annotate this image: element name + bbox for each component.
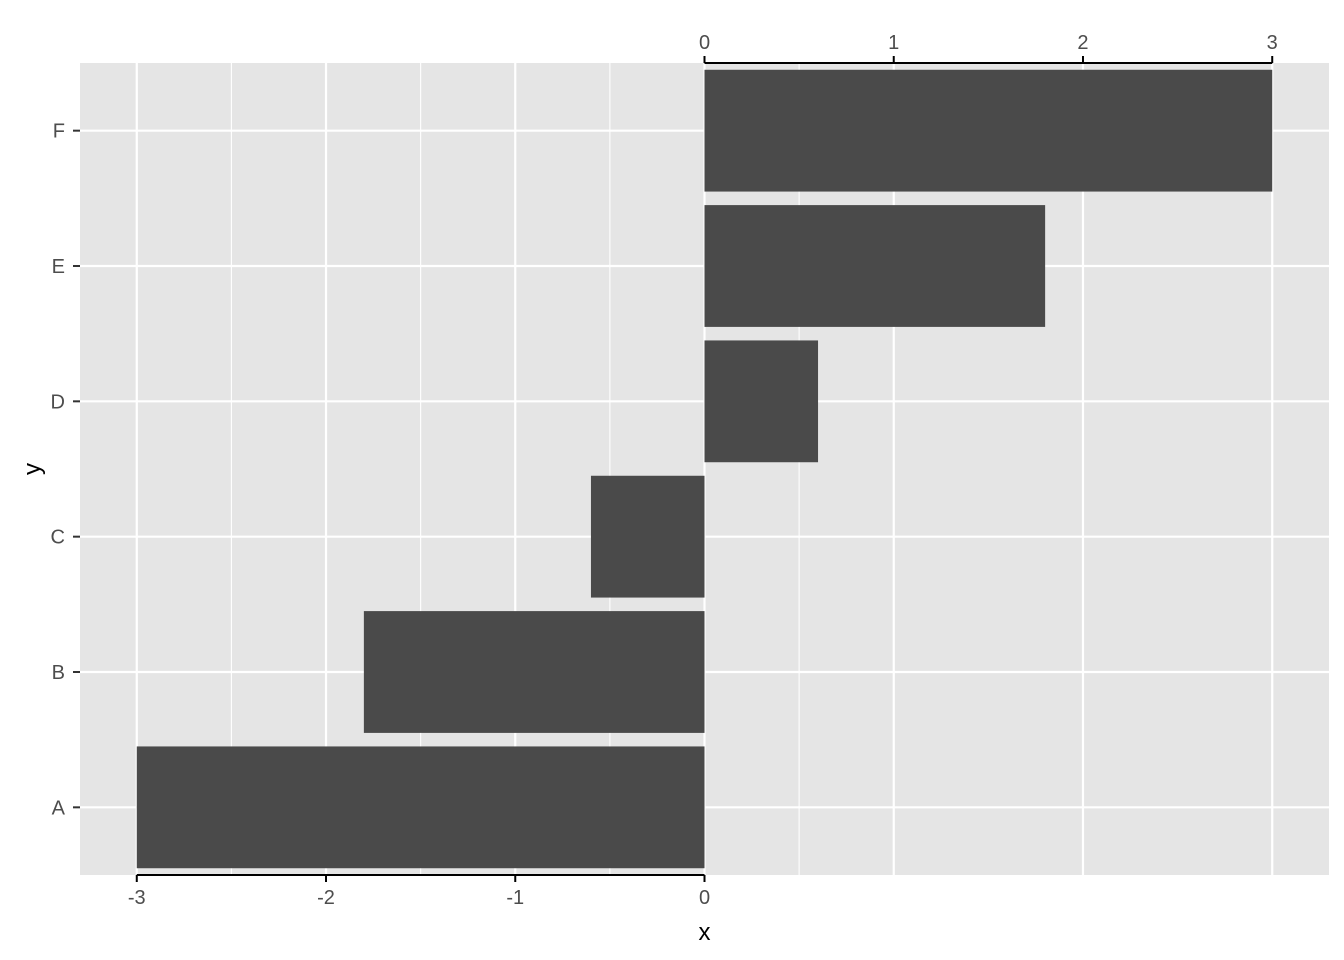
y-tick-label: C	[51, 527, 65, 549]
x-tick-label-bottom: -2	[317, 887, 335, 909]
x-axis-bottom: -3 -2 -1 0	[128, 874, 710, 909]
y-tick-label: A	[52, 797, 66, 819]
x-axis-title: x	[699, 919, 711, 946]
bar-B	[363, 611, 705, 733]
y-tick-label: E	[52, 256, 65, 278]
bar-E	[704, 205, 1046, 327]
x-tick-label-bottom: -1	[506, 887, 524, 909]
bars	[136, 69, 1273, 869]
y-axis: A B C D E F	[51, 121, 80, 819]
bar-D	[704, 340, 819, 463]
y-axis-title: y	[19, 463, 46, 475]
x-tick-label-bottom: 0	[699, 887, 710, 909]
bar-C	[590, 475, 705, 598]
y-tick-label: F	[53, 121, 65, 143]
bar-A	[136, 746, 705, 869]
grid-minor	[230, 63, 800, 875]
x-tick-label-bottom: -3	[128, 887, 146, 909]
y-tick-label: D	[51, 391, 65, 413]
x-tick-label-top: 0	[699, 32, 710, 54]
bar-F	[704, 69, 1273, 192]
x-axis-top: 0 1 2 3	[699, 32, 1278, 64]
x-tick-label-top: 2	[1077, 32, 1088, 54]
y-tick-label: B	[52, 662, 65, 684]
x-tick-label-top: 3	[1267, 32, 1278, 54]
x-tick-label-top: 1	[888, 32, 899, 54]
